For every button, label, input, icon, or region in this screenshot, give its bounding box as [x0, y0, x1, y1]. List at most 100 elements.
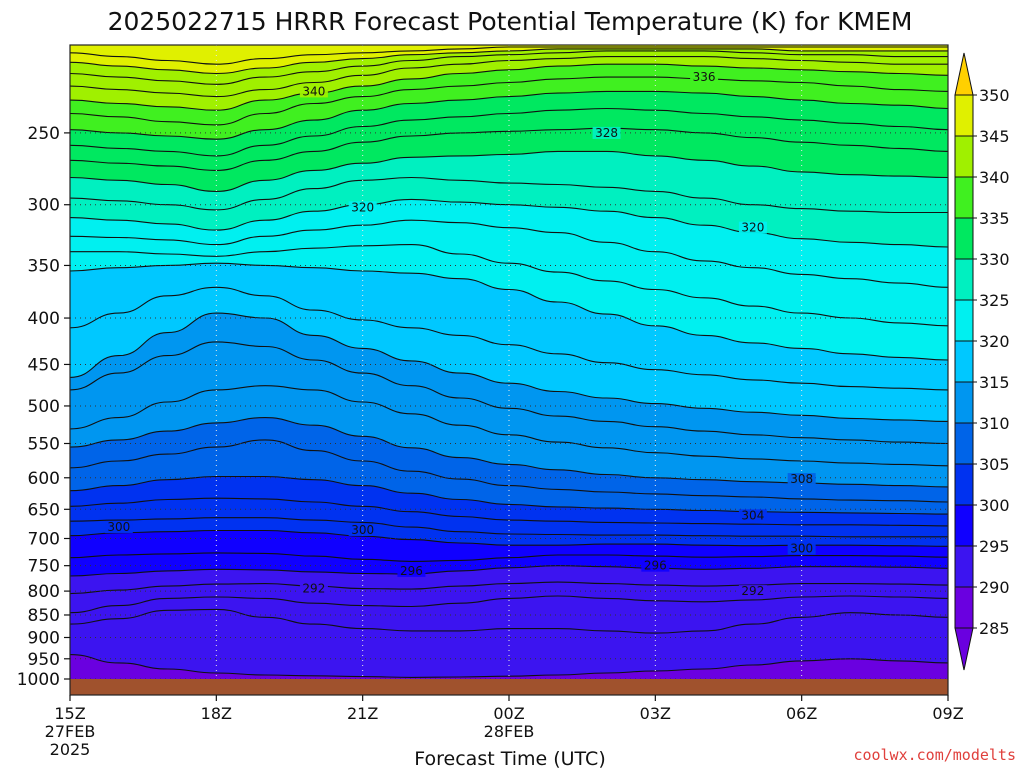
x-tick-label: 18Z	[201, 704, 232, 723]
contour-label: 292	[741, 584, 764, 598]
contour-label-layer: 340 336 328 320 320 308 304 300 300 300 296 296 292 2…	[104, 70, 816, 598]
x-tick-date: 27FEB	[45, 722, 96, 741]
contour-label: 336	[693, 70, 716, 84]
isentrope-line-291	[70, 608, 948, 634]
contour-label: 292	[302, 582, 325, 596]
x-tick-year: 2025	[50, 740, 91, 759]
contour-label-bg	[641, 559, 670, 572]
y-tick-label: 1000	[17, 670, 60, 690]
colorbar-label: 320	[979, 332, 1010, 351]
isentrope-line-338	[70, 76, 948, 126]
contour-label: 300	[790, 541, 813, 555]
colorbar-swatch	[954, 504, 974, 547]
x-axis-label: Forecast Time (UTC)	[414, 748, 605, 768]
isentrope-line-294	[70, 581, 948, 595]
x-tick-date: 28FEB	[484, 722, 535, 741]
contour-label: 300	[107, 520, 130, 534]
colorbar-label: 345	[979, 127, 1010, 146]
y-tick-label: 600	[28, 469, 60, 489]
colorbar-swatch	[954, 381, 974, 424]
y-tick-label: 950	[28, 650, 60, 670]
contour-label: 340	[302, 84, 325, 98]
colorbar-label: 350	[979, 86, 1010, 105]
colorbar-swatch	[954, 340, 974, 383]
y-tick-label: 550	[28, 434, 60, 454]
colorbar-swatch	[954, 94, 974, 137]
contour-label: 296	[400, 564, 423, 578]
contour-label-bg	[787, 542, 816, 555]
colorbar-label: 300	[979, 496, 1010, 515]
colorbar-label: 335	[979, 209, 1010, 228]
colorbar-label: 340	[979, 168, 1010, 187]
x-tick-label: 09Z	[932, 704, 963, 723]
contour-label: 320	[351, 200, 374, 214]
y-tick-label: 300	[28, 196, 60, 216]
contour-label: 320	[741, 221, 764, 235]
y-tick-label: 650	[28, 500, 60, 520]
isentrope-line-322	[70, 244, 948, 327]
contour-label-bg	[348, 201, 377, 214]
contour-label-bg	[787, 473, 816, 486]
credit-link[interactable]: coolwx.com/modelts	[853, 746, 1016, 764]
contour-label-bg	[738, 585, 767, 598]
contour-label-bg	[104, 521, 133, 534]
colorbar-label: 325	[979, 291, 1010, 310]
isentrope-line-324	[70, 219, 948, 288]
colorbar-swatch	[954, 545, 974, 588]
y-tick-label: 400	[28, 309, 60, 329]
colorbar-label: 310	[979, 414, 1010, 433]
isentrope-line-302	[70, 517, 948, 538]
y-tick-label: 250	[28, 124, 60, 144]
isentrope-line-320	[70, 262, 948, 361]
isentrope-line-292	[70, 595, 948, 614]
isentrope-line-314	[70, 341, 948, 445]
colorbar-swatch	[954, 422, 974, 465]
isentrope-line-344	[70, 50, 948, 85]
contour-label-bg	[592, 126, 621, 139]
contour-label: 304	[741, 508, 764, 522]
contour-label: 308	[790, 472, 813, 486]
y-tick-label: 900	[28, 628, 60, 648]
y-tick-label: 800	[28, 582, 60, 602]
x-tick-label: 06Z	[786, 704, 817, 723]
y-tick-label: 500	[28, 397, 60, 417]
colorbar-label: 315	[979, 373, 1010, 392]
y-tick-label: 450	[28, 355, 60, 375]
colorbar-swatch	[954, 135, 974, 178]
colorbar-swatch	[954, 217, 974, 260]
isentrope-fill-layer	[70, 45, 948, 679]
contour-label: 300	[351, 523, 374, 537]
colorbar-swatch	[954, 176, 974, 219]
contour-label-bg	[738, 509, 767, 522]
fill-band-348	[70, 45, 948, 65]
contour-label: 328	[595, 126, 618, 140]
x-tick-label: 03Z	[640, 704, 671, 723]
colorbar-swatch	[954, 299, 974, 342]
isentrope-line-348	[70, 46, 948, 65]
x-tick-label: 15Z	[54, 704, 85, 723]
contour-label-bg	[299, 582, 328, 595]
chart-title: 2025022715 HRRR Forecast Potential Tempe…	[108, 7, 913, 36]
colorbar-label: 285	[979, 619, 1010, 638]
colorbar-label: 295	[979, 537, 1010, 556]
contour-label-bg	[348, 523, 377, 536]
isentrope-line-328	[70, 176, 948, 214]
y-tick-label: 850	[28, 606, 60, 626]
y-tick-label: 700	[28, 529, 60, 549]
isentrope-line-318	[70, 286, 948, 391]
colorbar-label: 330	[979, 250, 1010, 269]
ground-bar	[70, 679, 948, 695]
y-tick-label: 350	[28, 256, 60, 276]
colorbar: 350 345 340 335 330 325 320 315 310 305 300 295 290 2…	[954, 52, 1010, 671]
colorbar-top-arrow	[954, 52, 974, 96]
contour-label: 296	[644, 559, 667, 573]
colorbar-bottom-arrow	[954, 627, 974, 671]
contour-label-bg	[738, 221, 767, 234]
colorbar-label: 290	[979, 578, 1010, 597]
x-tick-label: 21Z	[347, 704, 378, 723]
colorbar-swatch	[954, 586, 974, 629]
isentrope-line-330	[70, 150, 948, 192]
contour-label-bg	[397, 564, 426, 577]
